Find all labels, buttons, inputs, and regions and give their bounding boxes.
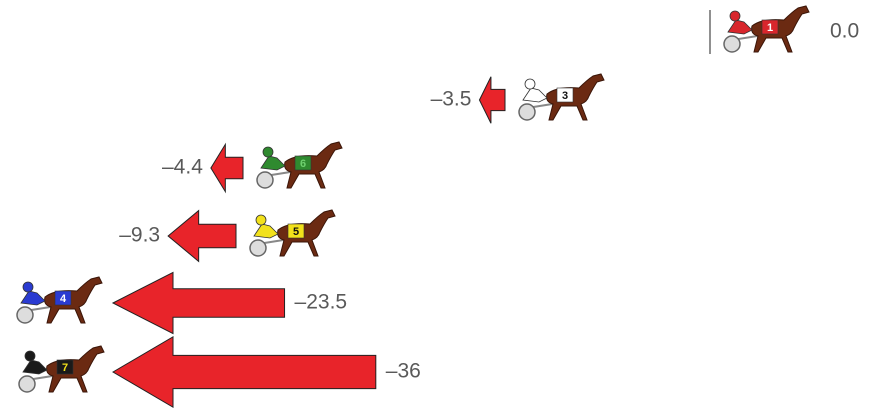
wheel	[518, 103, 536, 121]
wheel	[249, 239, 267, 257]
helmet	[524, 78, 536, 90]
driver	[253, 223, 279, 239]
deficit-arrow	[167, 209, 237, 263]
horse-number: 5	[293, 226, 299, 238]
deficit-arrow	[111, 271, 286, 335]
deficit-arrow	[210, 142, 244, 194]
value-label: –9.3	[119, 224, 160, 247]
horse: 6	[256, 141, 343, 189]
horse: 5	[249, 209, 336, 257]
horse-body	[277, 209, 336, 257]
horse-number: 4	[60, 293, 67, 305]
wheel	[723, 35, 741, 53]
helmet	[255, 214, 267, 226]
value-label: –36	[386, 360, 421, 383]
wheel	[16, 306, 34, 324]
value-label: –23.5	[295, 291, 348, 314]
horse: 7	[18, 345, 105, 393]
driver	[522, 87, 548, 103]
horse-body	[46, 345, 105, 393]
value-label: –3.5	[431, 88, 472, 111]
saddle-cloth	[294, 155, 312, 171]
horse-body	[751, 5, 810, 53]
saddle-cloth	[54, 290, 72, 306]
saddle-cloth	[761, 19, 779, 35]
horse: 3	[518, 73, 605, 121]
horse-body	[546, 73, 605, 121]
helmet	[262, 146, 274, 158]
saddle-cloth	[287, 223, 305, 239]
deficit-arrow	[112, 335, 377, 408]
driver	[260, 155, 286, 171]
saddle-cloth	[56, 359, 74, 375]
horse-number: 7	[62, 362, 68, 374]
value-label: –4.4	[162, 156, 203, 179]
helmet	[729, 10, 741, 22]
deficit-arrow	[478, 76, 506, 124]
value-label: 0.0	[830, 20, 859, 43]
wheel	[18, 375, 36, 393]
horse: 1	[723, 5, 810, 53]
wheel	[256, 171, 274, 189]
saddle-cloth	[556, 87, 574, 103]
horse-number: 6	[300, 158, 306, 170]
horse: 4	[16, 276, 103, 324]
horse-number: 1	[767, 22, 773, 34]
horse-number: 3	[562, 90, 568, 102]
driver	[22, 359, 48, 375]
driver	[20, 290, 46, 306]
driver	[727, 19, 753, 35]
horse-body	[44, 276, 103, 324]
helmet	[22, 281, 34, 293]
helmet	[24, 350, 36, 362]
horse-body	[284, 141, 343, 189]
